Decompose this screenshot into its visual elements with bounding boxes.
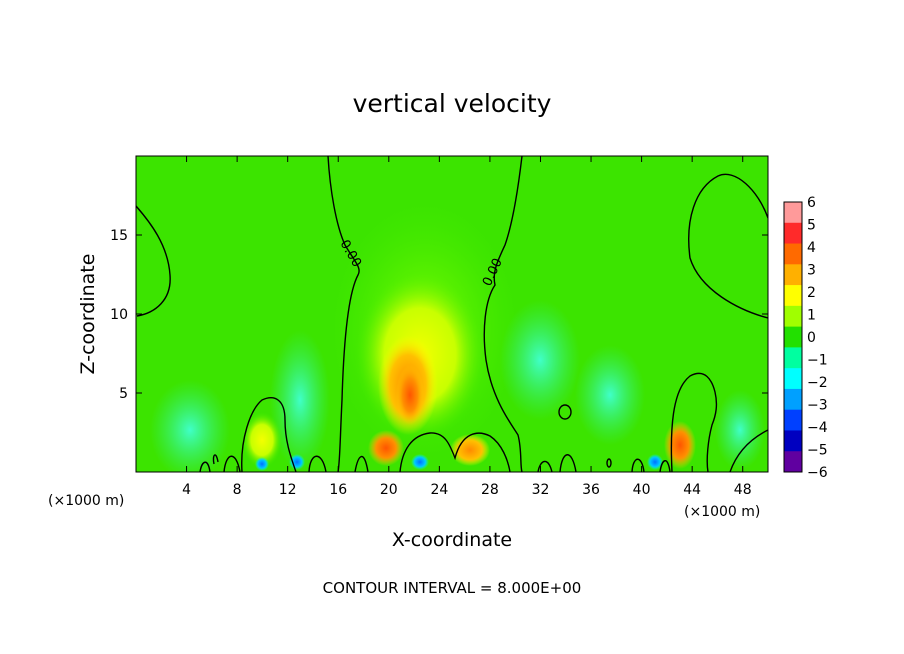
colorbar-swatch <box>784 430 802 452</box>
field-orange-far-right <box>664 421 696 469</box>
contour-plume-base <box>399 432 511 472</box>
field-blue-1 <box>289 454 305 470</box>
field-cyan-left <box>150 380 230 472</box>
colorbar: 6 5 4 3 2 1 0 −1 −2 −3 −4 −5 −6 <box>783 195 828 481</box>
contour-small-8 <box>659 460 671 472</box>
colorbar-frame <box>783 201 803 473</box>
colorbar-swatch <box>784 285 802 307</box>
field-orange-low-right <box>450 434 490 466</box>
contour-right-edge <box>729 429 768 472</box>
x-tick-label: 12 <box>279 482 297 498</box>
colorbar-swatch <box>784 202 802 224</box>
contour-center-left <box>327 156 360 472</box>
colorbar-tick-label: 5 <box>807 218 816 234</box>
x-axis: 4 8 12 16 20 24 28 32 36 40 44 48 <box>182 156 752 498</box>
field-cyan-far-right <box>715 390 765 470</box>
contour-right-blob <box>670 372 718 472</box>
colorbar-swatch <box>784 368 802 390</box>
colorbar-tick-label: −5 <box>807 443 828 459</box>
colorbar-swatch <box>784 243 802 265</box>
contour-plume-left-edge <box>354 455 369 472</box>
y-tick-label: 5 <box>119 386 128 402</box>
colorbar-tick-label: 0 <box>807 330 816 346</box>
field-cyan-mid <box>270 330 330 470</box>
colorbar-tick-label: −2 <box>807 375 828 391</box>
contour-small-5 <box>537 460 553 472</box>
contour-center-right <box>483 156 523 472</box>
colorbar-swatch <box>784 222 802 245</box>
colorbar-swatch <box>784 451 802 473</box>
x-axis-label: X-coordinate <box>392 529 512 551</box>
colorbar-tick-label: −4 <box>807 420 828 436</box>
colorbar-tick-label: 3 <box>807 263 816 279</box>
x-tick-label: 32 <box>532 482 550 498</box>
contour-small-3 <box>223 455 241 472</box>
contour-left-blob <box>241 397 297 472</box>
field-red-low-left <box>368 430 404 466</box>
colorbar-swatch <box>784 305 802 328</box>
x-tick-label: 4 <box>182 482 191 498</box>
y-axis-label: Z-coordinate <box>77 254 99 375</box>
x-tick-label: 40 <box>633 482 651 498</box>
field-blue-3 <box>647 454 663 470</box>
contour-closed-tiny <box>606 458 612 468</box>
colorbar-swatch <box>784 388 802 411</box>
contour-left-arc <box>136 205 171 317</box>
field-blue-4 <box>255 457 269 471</box>
x-unit-right: (×1000 m) <box>684 504 760 520</box>
colorbar-tick-label: 2 <box>807 285 816 301</box>
zero-contours <box>136 156 768 472</box>
field-cyan-right2 <box>575 345 645 445</box>
contour-small-2 <box>212 454 219 465</box>
contour-small-6 <box>559 454 577 472</box>
x-tick-label: 28 <box>481 482 499 498</box>
contour-small-1 <box>199 461 211 472</box>
x-tick-label: 24 <box>430 482 448 498</box>
field-cyan-right1 <box>500 300 580 420</box>
field-yellow-left <box>242 412 282 468</box>
x-tick-label: 16 <box>329 482 347 498</box>
colorbar-tick-label: −6 <box>807 465 828 481</box>
x-tick-label: 36 <box>582 482 600 498</box>
contour-closed-small <box>558 404 572 420</box>
field-red-core <box>396 365 424 425</box>
colorbar-swatch <box>784 347 802 369</box>
plot-area: 0.00 0.00 <box>136 156 768 472</box>
chart-title: vertical velocity <box>353 89 552 118</box>
colorbar-tick-label: −3 <box>807 398 828 414</box>
x-tick-label: 48 <box>734 482 752 498</box>
y-tick-label: 10 <box>110 307 128 323</box>
x-unit-left: (×1000 m) <box>48 493 124 509</box>
field-blue-2 <box>411 454 429 470</box>
contour-interval-note: CONTOUR INTERVAL = 8.000E+00 <box>323 579 582 597</box>
colorbar-tick-label: −1 <box>807 353 828 369</box>
colorbar-swatch <box>784 326 802 348</box>
x-tick-label: 20 <box>380 482 398 498</box>
contour-right-arc <box>688 173 768 319</box>
x-tick-label: 44 <box>683 482 701 498</box>
colorbar-swatch <box>784 409 802 431</box>
colorbar-tick-label: 6 <box>807 195 816 211</box>
contour-small-4 <box>308 455 327 472</box>
y-axis: 5 10 15 <box>110 228 768 402</box>
colorbar-tick-label: 4 <box>807 240 816 256</box>
colorbar-tick-label: 1 <box>807 308 816 324</box>
y-tick-label: 15 <box>110 228 128 244</box>
colorbar-swatch <box>784 264 802 286</box>
contour-small-7 <box>631 458 645 472</box>
x-tick-label: 8 <box>233 482 242 498</box>
